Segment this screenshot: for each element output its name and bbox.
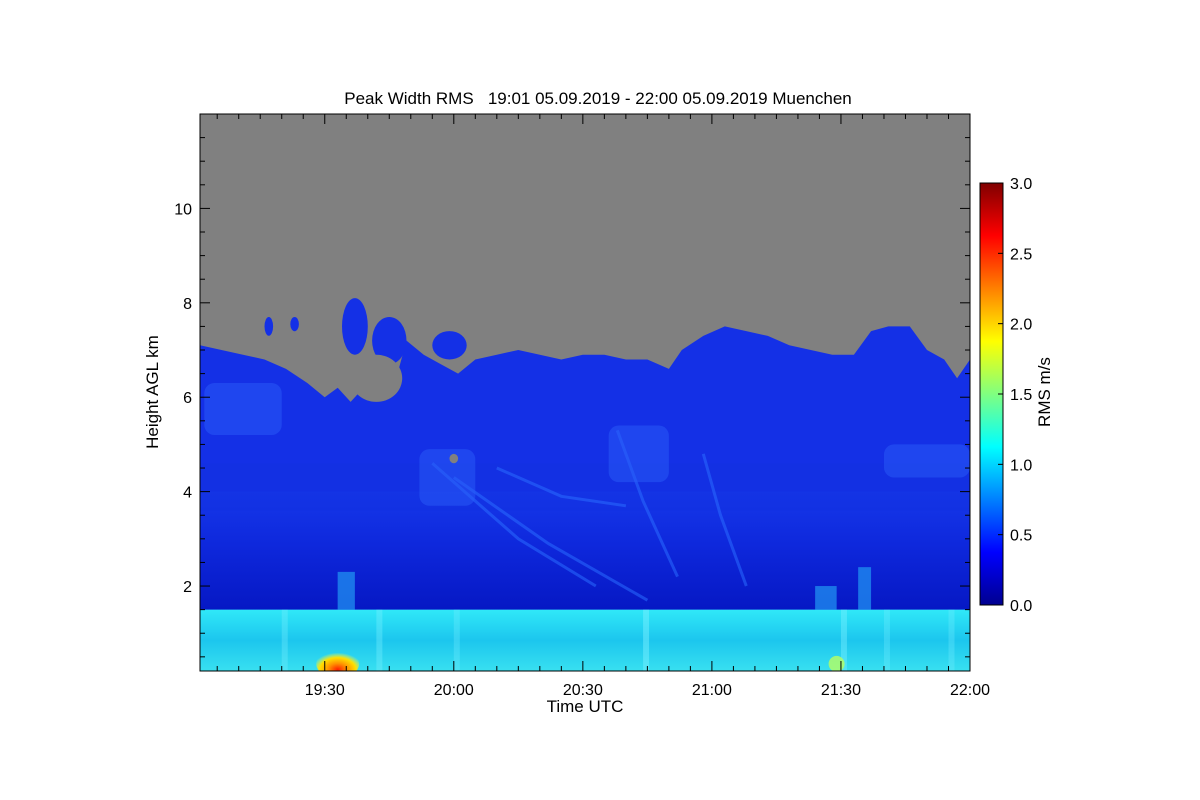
layer-transition [200,463,970,511]
boundary-layer-plume [883,609,890,671]
boundary-layer-plume [948,609,955,671]
colorbar-ticks: 0.0 0.5 1.0 1.5 2.0 2.5 3.0 [998,176,1032,615]
upper-layer-patch [883,444,970,478]
upper-layer-patch [419,449,476,506]
surface-peak [316,649,360,671]
convective-tower [858,567,872,610]
colorbar-tick-label: 2.0 [1010,317,1032,334]
x-tick-label: 22:00 [950,682,990,699]
x-tick-label: 20:00 [434,682,474,699]
convective-tower [815,586,837,610]
surface-peak-secondary [828,655,845,671]
plot-frame [199,113,971,672]
colorbar-tick-label: 1.5 [1010,387,1032,404]
colorbar-title: RMS m/s [1035,357,1054,427]
boundary-layer-plume [453,609,460,671]
y-axis: 2 4 6 8 10 [174,113,970,658]
upper-layer-patch [204,383,282,435]
cloud-patch [342,298,368,355]
convective-tower [337,571,355,610]
x-axis: 19:30 20:00 20:30 21:00 21:30 22:00 [216,114,990,699]
no-data-gap [350,354,403,402]
x-tick-label: 19:30 [305,682,345,699]
heatmap-layer [200,298,970,671]
boundary-layer-plume [840,609,847,671]
colorbar-tick-label: 2.5 [1010,246,1032,263]
colorbar: 0.0 0.5 1.0 1.5 2.0 2.5 3.0 RMS m/s [979,176,1054,615]
x-tick-label: 21:30 [821,682,861,699]
plot-area [200,114,970,671]
x-axis-title: Time UTC [547,697,624,716]
upper-layer-patch [608,425,669,483]
y-tick-label: 6 [183,390,192,407]
fall-streak [701,453,748,587]
x-tick-label: 21:00 [692,682,732,699]
y-tick-label: 8 [183,296,192,313]
y-axis-title: Height AGL km [143,335,162,449]
colorbar-tick-label: 1.0 [1010,457,1032,474]
boundary-layer-plume [376,609,383,671]
colorbar-tick-label: 0.0 [1010,598,1032,615]
cloud-patch [290,317,299,332]
no-data-gap [449,453,459,464]
chart-title: Peak Width RMS 19:01 05.09.2019 - 22:00 … [344,89,852,108]
x-tick-label: 20:30 [563,682,603,699]
colorbar-tick-label: 0.5 [1010,528,1032,545]
fall-streak [496,466,627,508]
colorbar-tick-label: 3.0 [1010,176,1032,193]
boundary-layer [200,609,970,671]
y-tick-label: 4 [183,485,192,502]
boundary-layer-plume [643,609,650,671]
cloud-patch [372,317,407,365]
y-tick-label: 10 [174,201,192,218]
cloud-patch [432,331,467,360]
fall-streak [452,476,649,602]
cloud-patch [264,317,274,336]
free-troposphere [200,491,970,610]
boundary-layer-plume [281,609,288,671]
y-tick-label: 2 [183,579,192,596]
